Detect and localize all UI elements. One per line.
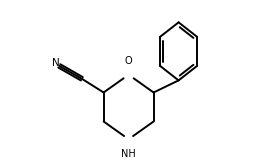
Text: N: N bbox=[52, 58, 60, 68]
Text: NH: NH bbox=[121, 149, 136, 159]
Text: O: O bbox=[125, 56, 132, 66]
